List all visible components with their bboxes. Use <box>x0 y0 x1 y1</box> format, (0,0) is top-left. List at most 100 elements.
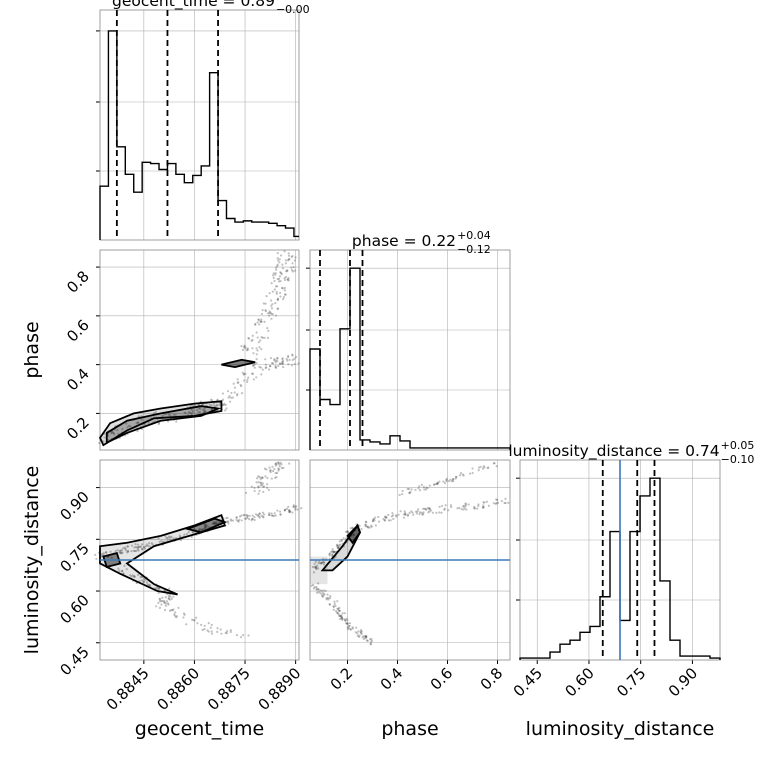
phase-distance-upper-sample-point <box>492 462 495 465</box>
time-distance-sample-point <box>133 546 136 549</box>
phase-distance-sample-point <box>458 506 461 510</box>
time-phase-sample-point <box>154 411 157 414</box>
phase-distance-lower-sample-point <box>357 630 360 633</box>
time-phase-sample-point <box>112 431 115 435</box>
time-phase-upper-sample-point <box>270 307 274 310</box>
phase-distance-lower-sample-point <box>359 630 362 633</box>
time-phase-sample-point <box>276 357 279 360</box>
time-phase-upper-sample-point <box>275 268 278 271</box>
phase-distance-sample-point <box>477 503 480 506</box>
phase-distance-sample-point <box>449 504 453 507</box>
time-distance-sample-point <box>134 543 137 546</box>
phase-distance-lower-sample-point <box>362 637 366 641</box>
time-distance-sample-point <box>102 552 105 555</box>
phase-distance-sample-point <box>391 511 394 515</box>
time-phase-sample-point <box>260 373 263 376</box>
time-distance-sample-point <box>284 508 287 511</box>
phase-distance-sample-point <box>443 507 446 510</box>
time-phase-sample-point <box>293 357 296 360</box>
time-phase-sample-point <box>279 362 282 365</box>
phase-distance-sample-point <box>317 567 320 570</box>
time-phase-upper-sample-point <box>273 279 276 283</box>
time-distance-sample-point <box>205 524 209 527</box>
phase-distance-lower-sample-point <box>336 607 339 610</box>
phase-distance-sample-point <box>428 506 431 510</box>
time-distance-sample-point <box>293 505 296 508</box>
phase-distance-upper-sample-point <box>471 471 474 475</box>
phase-distance-sample-point <box>322 561 325 564</box>
phase-distance-sample-point <box>389 519 392 522</box>
geocent_time-histogram <box>99 30 299 240</box>
time-distance-lower-sample-point <box>216 627 219 630</box>
time-distance-upper-sample-point <box>277 467 280 470</box>
phase-distance-upper-sample-point <box>443 482 447 485</box>
time-phase-upper-sample-point <box>276 264 279 268</box>
phase-distance-sample-point <box>464 502 467 505</box>
time-phase-sample-point <box>157 423 160 426</box>
phase-distance-upper-sample-point <box>409 490 412 493</box>
time-distance-sample-point <box>213 521 216 524</box>
time-phase-sample-point <box>291 358 294 362</box>
phase-distance-lower-sample-point <box>323 592 326 596</box>
time-distance-lower-sample-point <box>163 599 166 603</box>
time-distance-sample-point <box>292 504 295 507</box>
time-distance-sample-point <box>169 536 172 539</box>
phase-distance-lower-sample-point <box>356 634 359 637</box>
phase-distance-lower-sample-point <box>354 631 357 634</box>
time-phase-sample-point <box>197 403 201 406</box>
phase-distance-sample-point <box>364 520 367 523</box>
time-phase-sample-point <box>224 409 227 412</box>
time-distance-lower-sample-point <box>209 626 212 629</box>
time-distance-sample-point <box>172 537 175 540</box>
time-distance-lower-sample-point <box>164 604 167 607</box>
phase-distance-upper-sample-point <box>462 474 465 477</box>
phase-distance-lower-sample-point <box>328 603 332 606</box>
time-distance-sample-point <box>257 513 260 516</box>
time-distance-sample-point <box>240 519 243 522</box>
time-phase-upper-sample-point <box>277 259 280 262</box>
phase-distance-sample-point <box>383 519 386 522</box>
phase-distance-sample-point <box>364 524 367 527</box>
time-phase-sample-point <box>165 412 168 416</box>
time-distance-lower-sample-point <box>196 622 199 625</box>
time-phase-upper-sample-point <box>287 279 290 282</box>
phase-distance-sample-point <box>422 507 425 510</box>
phase-distance-lower-sample-point <box>322 589 325 592</box>
time-phase-upper-sample-point <box>279 271 282 274</box>
phase-distance-sample-point <box>364 523 367 526</box>
time-distance-lower-sample-point <box>161 599 164 603</box>
time-distance-lower-sample-point <box>158 587 161 590</box>
time-distance-sample-point <box>191 531 195 534</box>
time-phase-upper-sample-point <box>244 345 247 348</box>
phase-distance-sample-point <box>414 510 418 513</box>
phase-distance-sample-point <box>418 513 421 516</box>
time-phase-upper-sample-point <box>274 302 277 305</box>
time-distance-lower-sample-point <box>182 616 185 619</box>
time-phase-sample-point <box>240 385 243 388</box>
time-phase-upper-sample-point <box>278 280 281 283</box>
phase-distance-sample-point <box>337 545 341 549</box>
phase-distance-lower-sample-point <box>338 609 342 612</box>
time-phase-sample-point <box>107 434 110 437</box>
time-phase-upper-sample-point <box>266 312 270 315</box>
time-phase-upper-sample-point <box>266 327 269 330</box>
time-phase-sample-point <box>152 412 156 415</box>
time-phase-upper-sample-point <box>286 269 289 273</box>
time-phase-upper-sample-point <box>290 266 293 269</box>
time-distance-lower-sample-point <box>163 601 166 604</box>
phase-distance-sample-point <box>494 502 497 505</box>
time-distance-upper-sample-point <box>261 483 264 486</box>
time-phase-sample-point <box>127 424 131 427</box>
time-distance-sample-point <box>203 525 207 528</box>
time-phase-sample-point <box>137 421 140 425</box>
time-phase-upper-sample-point <box>255 331 258 334</box>
phase-x-tick-label: 0.4 <box>377 664 407 694</box>
phase-distance-sample-point <box>473 507 476 510</box>
phase-distance-upper-sample-point <box>436 481 440 485</box>
time-distance-sample-point <box>279 513 282 516</box>
phase-distance-sample-point <box>507 501 510 504</box>
time-distance-lower-sample-point <box>175 615 179 618</box>
time-distance-sample-point <box>109 550 112 553</box>
time-phase-sample-point <box>241 371 244 374</box>
phase-distance-lower-sample-point <box>311 583 315 587</box>
